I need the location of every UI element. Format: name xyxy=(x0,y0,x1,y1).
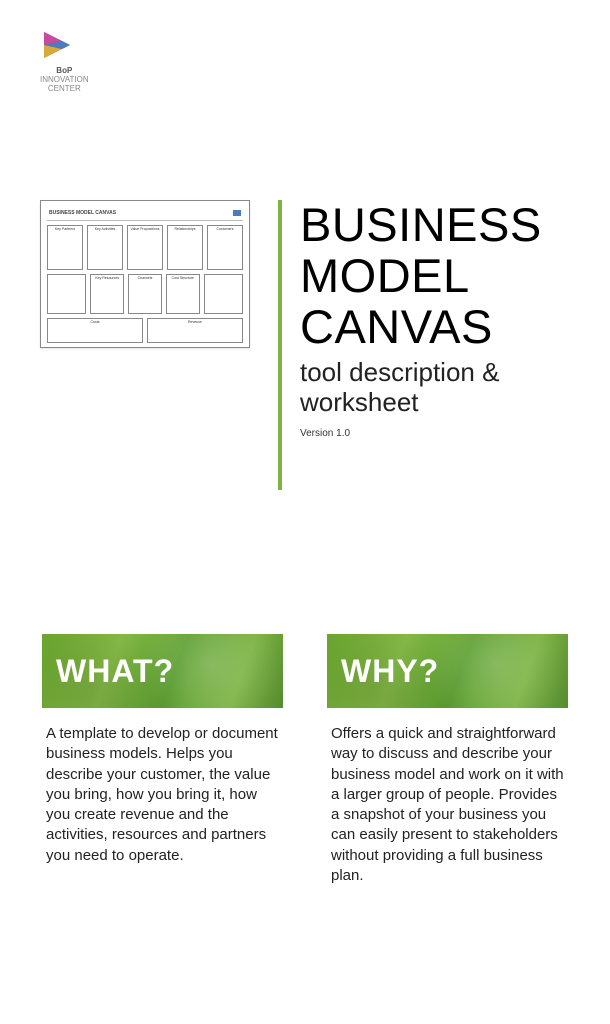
canvas-cell-spacer xyxy=(47,274,86,314)
info-sections: WHAT? A template to develop or document … xyxy=(42,634,568,886)
logo-line1: BoP xyxy=(56,66,72,75)
canvas-row-2: Key Resources Channels Cost Structure xyxy=(47,274,243,314)
canvas-cell: Relationships xyxy=(167,225,203,270)
canvas-thumbnail: BUSINESS MODEL CANVAS Key Partners Key A… xyxy=(40,200,250,348)
why-label: WHY? xyxy=(341,653,439,690)
why-body: Offers a quick and straightforward way t… xyxy=(327,724,568,886)
what-banner: WHAT? xyxy=(42,634,283,708)
canvas-thumb-header: BUSINESS MODEL CANVAS xyxy=(47,207,243,221)
canvas-cell: Channels xyxy=(128,274,162,314)
canvas-cell: Cost Structure xyxy=(166,274,200,314)
canvas-cell: Key Partners xyxy=(47,225,83,270)
canvas-cell: Key Resources xyxy=(90,274,124,314)
canvas-row-3: Costs Revenue xyxy=(47,318,243,343)
canvas-cell: Key Activities xyxy=(87,225,123,270)
why-section: WHY? Offers a quick and straightforward … xyxy=(327,634,568,886)
canvas-cell-spacer xyxy=(204,274,243,314)
logo-line2: INNOVATION xyxy=(40,75,89,84)
canvas-cell: Costs xyxy=(47,318,143,343)
vertical-divider xyxy=(278,200,282,490)
page-title: BUSINESS MODEL CANVAS xyxy=(300,200,580,352)
version-label: Version 1.0 xyxy=(300,428,580,439)
canvas-cell: Customers xyxy=(207,225,243,270)
canvas-grid: Key Partners Key Activities Value Propos… xyxy=(47,221,243,343)
logo: BoP INNOVATION CENTER xyxy=(40,30,89,93)
page-subtitle: tool description & worksheet xyxy=(300,358,580,418)
title-block: BUSINESS MODEL CANVAS tool description &… xyxy=(300,200,580,439)
logo-triangle-icon xyxy=(40,30,74,60)
canvas-thumb-logo-icon xyxy=(233,210,241,216)
why-banner: WHY? xyxy=(327,634,568,708)
canvas-cell: Revenue xyxy=(147,318,243,343)
what-label: WHAT? xyxy=(56,653,174,690)
canvas-row-1: Key Partners Key Activities Value Propos… xyxy=(47,225,243,270)
what-body: A template to develop or document busine… xyxy=(42,724,283,866)
canvas-cell: Value Propositions xyxy=(127,225,163,270)
logo-line3: CENTER xyxy=(48,84,81,93)
canvas-thumb-title: BUSINESS MODEL CANVAS xyxy=(49,210,116,216)
what-section: WHAT? A template to develop or document … xyxy=(42,634,283,886)
hero-section: BUSINESS MODEL CANVAS Key Partners Key A… xyxy=(40,200,580,490)
logo-text: BoP INNOVATION CENTER xyxy=(40,67,89,93)
